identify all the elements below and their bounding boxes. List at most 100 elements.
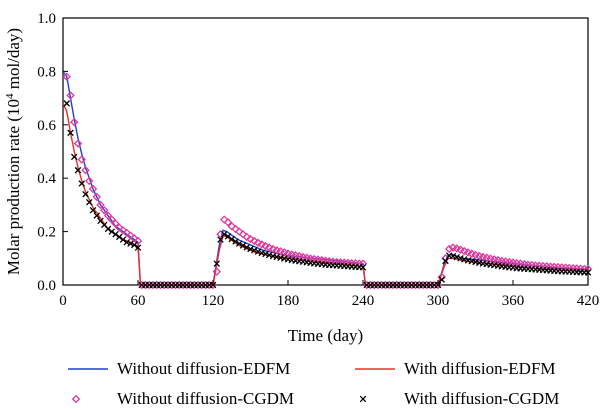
data-point [232, 238, 239, 245]
legend-swatch [359, 395, 367, 403]
legend-label: Without diffusion-EDFM [117, 359, 290, 378]
y-axis-title-suffix: mol/day) [4, 28, 23, 94]
data-point [63, 100, 71, 107]
data-point [73, 139, 83, 148]
data-point [122, 228, 131, 238]
data-point [223, 218, 233, 227]
data-point [88, 184, 98, 194]
data-point [74, 166, 82, 174]
y-axis-title-superscript: 4 [4, 93, 16, 99]
data-point [243, 244, 251, 251]
data-point [111, 219, 120, 228]
data-point [96, 200, 105, 210]
x-tick-label: 360 [502, 293, 525, 309]
y-axis-title: Molar production rate (104 mol/day) [4, 28, 23, 275]
y-tick-label: 0.2 [37, 225, 56, 241]
legend-label: Without diffusion-CGDM [117, 389, 294, 408]
plot-frame [62, 17, 589, 286]
y-tick-label: 0.0 [37, 278, 56, 294]
plot-area [62, 17, 589, 286]
data-point [227, 222, 236, 231]
y-tick-label: 1.0 [37, 11, 56, 27]
data-point [231, 224, 240, 234]
data-point [359, 264, 367, 271]
data-point [442, 257, 449, 265]
data-point [460, 256, 468, 263]
data-point [100, 206, 109, 215]
data-point [254, 248, 262, 255]
series-3 [62, 72, 593, 290]
legend-item: With diffusion-CGDM [359, 389, 559, 408]
x-tick-label: 60 [131, 293, 146, 309]
data-point [235, 227, 244, 236]
x-axis-title: Time (day) [288, 326, 363, 345]
legend: Without diffusion-EDFM With diffusion-EDF… [68, 359, 559, 408]
data-point [127, 240, 134, 247]
legend-item: Without diffusion-CGDM [71, 389, 294, 408]
data-point [220, 231, 228, 238]
y-tick-label: 0.8 [37, 64, 56, 80]
data-point [228, 235, 236, 243]
data-point [77, 155, 86, 164]
data-point [104, 225, 112, 233]
data-point [449, 252, 457, 260]
legend-label: With diffusion-EDFM [404, 359, 556, 378]
series-1 [62, 70, 589, 286]
data-point [118, 226, 128, 235]
data-point [119, 236, 127, 243]
data-point [258, 249, 266, 257]
data-point [92, 192, 101, 202]
x-tick-label: 120 [202, 293, 225, 309]
data-point [133, 236, 143, 246]
data-point [235, 240, 243, 247]
data-point [250, 247, 258, 254]
data-point [257, 240, 266, 249]
x-tick-label: 420 [577, 293, 600, 309]
data-point [217, 236, 224, 243]
legend-label: With diffusion-CGDM [404, 389, 559, 408]
data-point [246, 234, 255, 244]
y-axis-title-prefix: Molar production rate (10 [4, 99, 23, 275]
data-point [70, 117, 79, 127]
data-point [265, 251, 273, 259]
data-point [107, 215, 116, 224]
data-point [62, 72, 71, 81]
data-point [224, 233, 232, 240]
data-point [134, 244, 142, 251]
y-tick-label: 0.6 [37, 118, 56, 134]
data-point [81, 165, 90, 175]
data-point [239, 242, 247, 249]
x-tick-label: 300 [427, 293, 450, 309]
data-point [82, 190, 89, 198]
data-point [123, 239, 131, 246]
data-point [438, 276, 446, 283]
data-point [261, 241, 270, 251]
data-point [85, 198, 93, 206]
data-point [457, 255, 464, 262]
data-point [66, 91, 75, 100]
data-point [112, 231, 119, 238]
data-point [247, 245, 254, 253]
series-layer [62, 70, 593, 290]
x-tick-label: 240 [352, 293, 375, 309]
data-point [238, 230, 248, 239]
data-point [220, 215, 229, 224]
data-point [93, 212, 101, 219]
data-point [445, 244, 454, 254]
axes: 0 60 120 180 240 300 360 420 0.0 0.2 0.4 0.6 0.8 1.0 [37, 11, 599, 309]
data-point [126, 231, 135, 240]
data-point [453, 253, 461, 261]
data-point [78, 180, 86, 187]
data-point [70, 153, 78, 161]
data-point [89, 206, 97, 214]
data-point [108, 228, 116, 235]
x-tick-label: 0 [59, 293, 67, 309]
legend-item: Without diffusion-EDFM [68, 359, 290, 378]
data-point [262, 250, 269, 258]
data-point [253, 238, 263, 248]
y-tick-label: 0.4 [37, 171, 56, 187]
legend-swatch [71, 394, 81, 404]
data-point [103, 211, 113, 220]
data-point [242, 232, 251, 242]
